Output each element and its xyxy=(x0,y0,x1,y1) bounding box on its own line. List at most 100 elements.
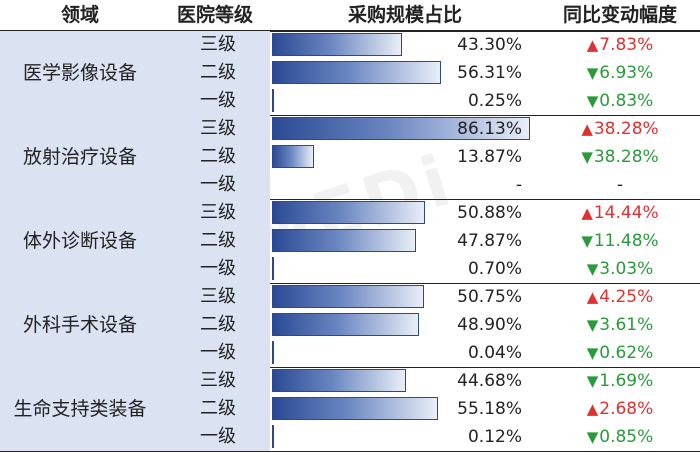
triangle-down-icon: ▼ xyxy=(586,428,599,446)
level-label: 二级 xyxy=(200,230,236,251)
yoy-value: 0.62% xyxy=(599,343,654,363)
domain-label: 外科手术设备 xyxy=(22,314,137,336)
triangle-up-icon: ▲ xyxy=(581,120,593,138)
header-yoy: 同比变动幅度 xyxy=(562,4,677,26)
yoy-change: ▲2.68% xyxy=(540,395,700,423)
yoy-value: 38.28% xyxy=(593,147,659,167)
header-rule xyxy=(0,30,700,32)
share-bar xyxy=(272,397,438,420)
level-label: 一级 xyxy=(200,90,236,111)
yoy-value: 3.03% xyxy=(599,259,654,279)
share-value: - xyxy=(515,175,522,195)
yoy-change: ▲4.25% xyxy=(540,283,700,311)
domain-label: 医学影像设备 xyxy=(22,62,137,84)
yoy-value: 2.68% xyxy=(599,399,654,419)
share-bar xyxy=(272,117,531,140)
yoy-value: 3.61% xyxy=(599,315,654,335)
level-label: 一级 xyxy=(200,258,236,279)
yoy-value: 38.28% xyxy=(593,119,659,139)
yoy-change: ▲38.28% xyxy=(540,115,700,143)
yoy-change: ▼0.83% xyxy=(540,87,700,115)
domain-label: 体外诊断设备 xyxy=(22,230,137,252)
domain-background xyxy=(0,199,270,283)
level-label: 二级 xyxy=(200,62,236,83)
yoy-value: 11.48% xyxy=(593,231,659,251)
share-value: 56.31% xyxy=(457,63,522,83)
domain-background xyxy=(0,367,270,451)
yoy-change: ▼1.69% xyxy=(540,367,700,395)
level-label: 一级 xyxy=(200,342,236,363)
domain-label: 生命支持类装备 xyxy=(13,398,147,420)
share-bar xyxy=(272,89,274,112)
group-rule xyxy=(0,199,700,200)
share-value: 0.12% xyxy=(467,427,522,447)
yoy-change: ▼0.62% xyxy=(540,339,700,367)
yoy-value: 14.44% xyxy=(593,203,659,223)
share-bar xyxy=(272,425,274,448)
share-value: 0.04% xyxy=(467,343,522,363)
level-label: 二级 xyxy=(200,314,236,335)
yoy-change: ▼11.48% xyxy=(540,227,700,255)
yoy-change: ▼3.61% xyxy=(540,311,700,339)
domain-background xyxy=(0,115,270,199)
triangle-up-icon: ▲ xyxy=(581,204,593,222)
share-bar xyxy=(272,33,402,56)
triangle-up-icon: ▲ xyxy=(586,36,599,54)
level-label: 三级 xyxy=(200,370,236,391)
level-label: 二级 xyxy=(200,146,236,167)
share-value: 50.88% xyxy=(457,203,522,223)
share-bar xyxy=(272,61,441,84)
share-bar xyxy=(272,341,274,364)
group-rule xyxy=(0,367,700,368)
yoy-value: 0.85% xyxy=(599,427,654,447)
yoy-value: - xyxy=(616,175,624,195)
yoy-value: 1.69% xyxy=(599,371,654,391)
level-label: 一级 xyxy=(200,174,236,195)
group-rule xyxy=(0,283,700,284)
level-label: 二级 xyxy=(200,398,236,419)
triangle-down-icon: ▼ xyxy=(586,260,599,278)
share-value: 44.68% xyxy=(457,371,522,391)
header-domain: 领域 xyxy=(60,4,99,26)
share-bar xyxy=(272,257,275,280)
level-label: 三级 xyxy=(200,118,236,139)
share-value: 86.13% xyxy=(457,119,522,139)
triangle-down-icon: ▼ xyxy=(581,232,593,250)
share-value: 0.70% xyxy=(467,259,522,279)
share-value: 13.87% xyxy=(457,147,522,167)
share-value: 47.87% xyxy=(457,231,522,251)
triangle-down-icon: ▼ xyxy=(586,316,599,334)
level-label: 一级 xyxy=(200,426,236,447)
share-bar xyxy=(272,145,314,168)
header-level: 医院等级 xyxy=(176,4,253,26)
yoy-change: - xyxy=(540,171,700,199)
header-share: 采购规模占比 xyxy=(347,4,462,26)
share-bar xyxy=(272,313,419,336)
domain-label: 放射治疗设备 xyxy=(22,146,137,168)
triangle-up-icon: ▲ xyxy=(586,288,599,306)
yoy-change: ▼3.03% xyxy=(540,255,700,283)
triangle-down-icon: ▼ xyxy=(586,64,599,82)
triangle-down-icon: ▼ xyxy=(581,148,593,166)
domain-background xyxy=(0,31,270,115)
yoy-change: ▼6.93% xyxy=(540,59,700,87)
triangle-up-icon: ▲ xyxy=(586,400,599,418)
level-label: 三级 xyxy=(200,202,236,223)
triangle-down-icon: ▼ xyxy=(586,92,599,110)
share-bar xyxy=(272,369,407,392)
share-bar xyxy=(272,201,425,224)
share-value: 43.30% xyxy=(457,35,522,55)
share-value: 0.25% xyxy=(467,91,522,111)
yoy-change: ▲7.83% xyxy=(540,31,700,59)
share-value: 50.75% xyxy=(457,287,522,307)
triangle-down-icon: ▼ xyxy=(586,344,599,362)
group-rule xyxy=(0,115,700,116)
level-label: 三级 xyxy=(200,286,236,307)
share-value: 48.90% xyxy=(457,315,522,335)
domain-background xyxy=(0,283,270,367)
yoy-change: ▼38.28% xyxy=(540,143,700,171)
yoy-value: 4.25% xyxy=(599,287,654,307)
triangle-down-icon: ▼ xyxy=(586,372,599,390)
share-value: 55.18% xyxy=(457,399,522,419)
